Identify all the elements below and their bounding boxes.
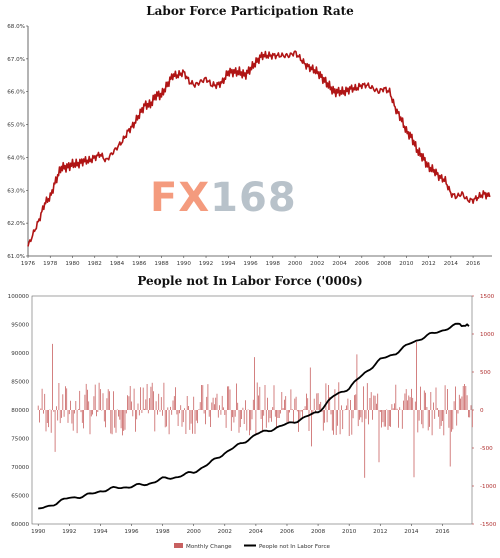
x-tick-label: 2002 (310, 261, 324, 267)
x-tick-label: 2014 (404, 529, 419, 535)
x-tick-label: 2014 (444, 261, 459, 267)
x-tick-label: 1986 (132, 261, 147, 267)
y-tick-label-left: 90000 (11, 351, 29, 357)
x-tick-label: 1990 (31, 529, 46, 535)
x-tick-label: 2004 (332, 261, 347, 267)
y-tick-label: 63.0% (7, 188, 25, 194)
y-tick-label: 64.0% (7, 155, 25, 161)
x-tick-label: 1992 (62, 529, 76, 535)
x-tick-label: 2012 (373, 529, 387, 535)
not-in-labor-force-chart: 60000 65000 70000 75000 80000 85000 90000 95000… (8, 294, 497, 550)
y-tick-label-right: -1000 (480, 484, 497, 490)
y-tick-label-right: -1500 (480, 522, 497, 528)
y-tick-label: 62.0% (7, 221, 25, 227)
x-tick-label: 1976 (21, 261, 36, 267)
x-tick-label: 1978 (43, 261, 58, 267)
x-tick-label: 1994 (221, 261, 236, 267)
x-tick-label: 1996 (243, 261, 258, 267)
x-tick-label: 1988 (154, 261, 169, 267)
x-tick-label: 2000 (288, 261, 303, 267)
x-tick-label: 2006 (280, 529, 295, 535)
y-tick-label: 65.0% (7, 123, 25, 129)
x-tick-label: 2016 (435, 529, 450, 535)
x-tick-label: 2012 (421, 261, 435, 267)
x-tick-label: 2008 (311, 529, 326, 535)
y-tick-label: 68.0% (7, 24, 25, 30)
participation-rate-panel: Labor Force Participation Rate 61.0% 62.0… (0, 0, 500, 270)
x-tick-label: 1992 (199, 261, 213, 267)
y-tick-label-left: 65000 (11, 494, 29, 500)
watermark-part2: 168 (210, 175, 297, 221)
legend-label-monthly-change: Monthly Change (186, 544, 232, 550)
y-tick-label-left: 100000 (8, 294, 30, 300)
y-tick-label-right: 1500 (480, 294, 495, 300)
x-tick-label: 1990 (177, 261, 192, 267)
y-tick-label-right: 500 (480, 370, 491, 376)
participation-rate-line (27, 50, 491, 247)
y-tick-label-left: 70000 (11, 465, 29, 471)
x-tick-label: 2006 (355, 261, 370, 267)
y-tick-label-left: 75000 (11, 437, 29, 443)
not-in-labor-force-line (38, 322, 470, 510)
legend: Monthly Change People not In Labor Force (174, 543, 331, 550)
legend-swatch-monthly-change (174, 543, 183, 548)
x-tick-label: 1998 (266, 261, 281, 267)
x-tick-label: 1994 (93, 529, 108, 535)
y-tick-label-right: 1000 (480, 332, 495, 338)
x-tick-label: 2004 (249, 529, 264, 535)
x-tick-label: 2000 (187, 529, 202, 535)
y-tick-label-right: 0 (480, 408, 484, 414)
y-tick-label-right: -500 (480, 446, 493, 452)
y-tick-label: 61.0% (7, 254, 25, 260)
legend-label-people: People not In Labor Force (259, 544, 331, 550)
y-tick-label: 67.0% (7, 57, 25, 63)
y-tick-label-left: 95000 (11, 323, 29, 329)
chart-title-not-in-labor-force: People not In Labor Force ('000s) (137, 274, 363, 288)
x-tick-label: 2010 (399, 261, 414, 267)
x-tick-label: 2002 (218, 529, 232, 535)
x-tick-label: 2008 (377, 261, 392, 267)
participation-rate-chart: 61.0% 62.0% 63.0% 64.0% 65.0% 66.0% 67.0% 68.0%… (7, 24, 492, 267)
x-tick-label: 2010 (342, 529, 357, 535)
y-tick-label-left: 80000 (11, 408, 29, 414)
x-tick-label: 1998 (155, 529, 170, 535)
y-tick-label-left: 60000 (11, 522, 29, 528)
y-tick-label-left: 85000 (11, 380, 29, 386)
x-tick-label: 2016 (466, 261, 481, 267)
x-tick-label: 1982 (88, 261, 102, 267)
x-tick-label: 1996 (124, 529, 139, 535)
x-tick-label: 1984 (110, 261, 125, 267)
y-tick-label: 66.0% (7, 90, 25, 96)
not-in-labor-force-panel: People not In Labor Force ('000s) 60000 6… (0, 270, 500, 558)
x-tick-label: 1980 (65, 261, 80, 267)
chart-title-participation: Labor Force Participation Rate (146, 4, 354, 18)
watermark-part1: FX (150, 175, 211, 221)
fx168-watermark-logo: FX168 (150, 175, 297, 221)
